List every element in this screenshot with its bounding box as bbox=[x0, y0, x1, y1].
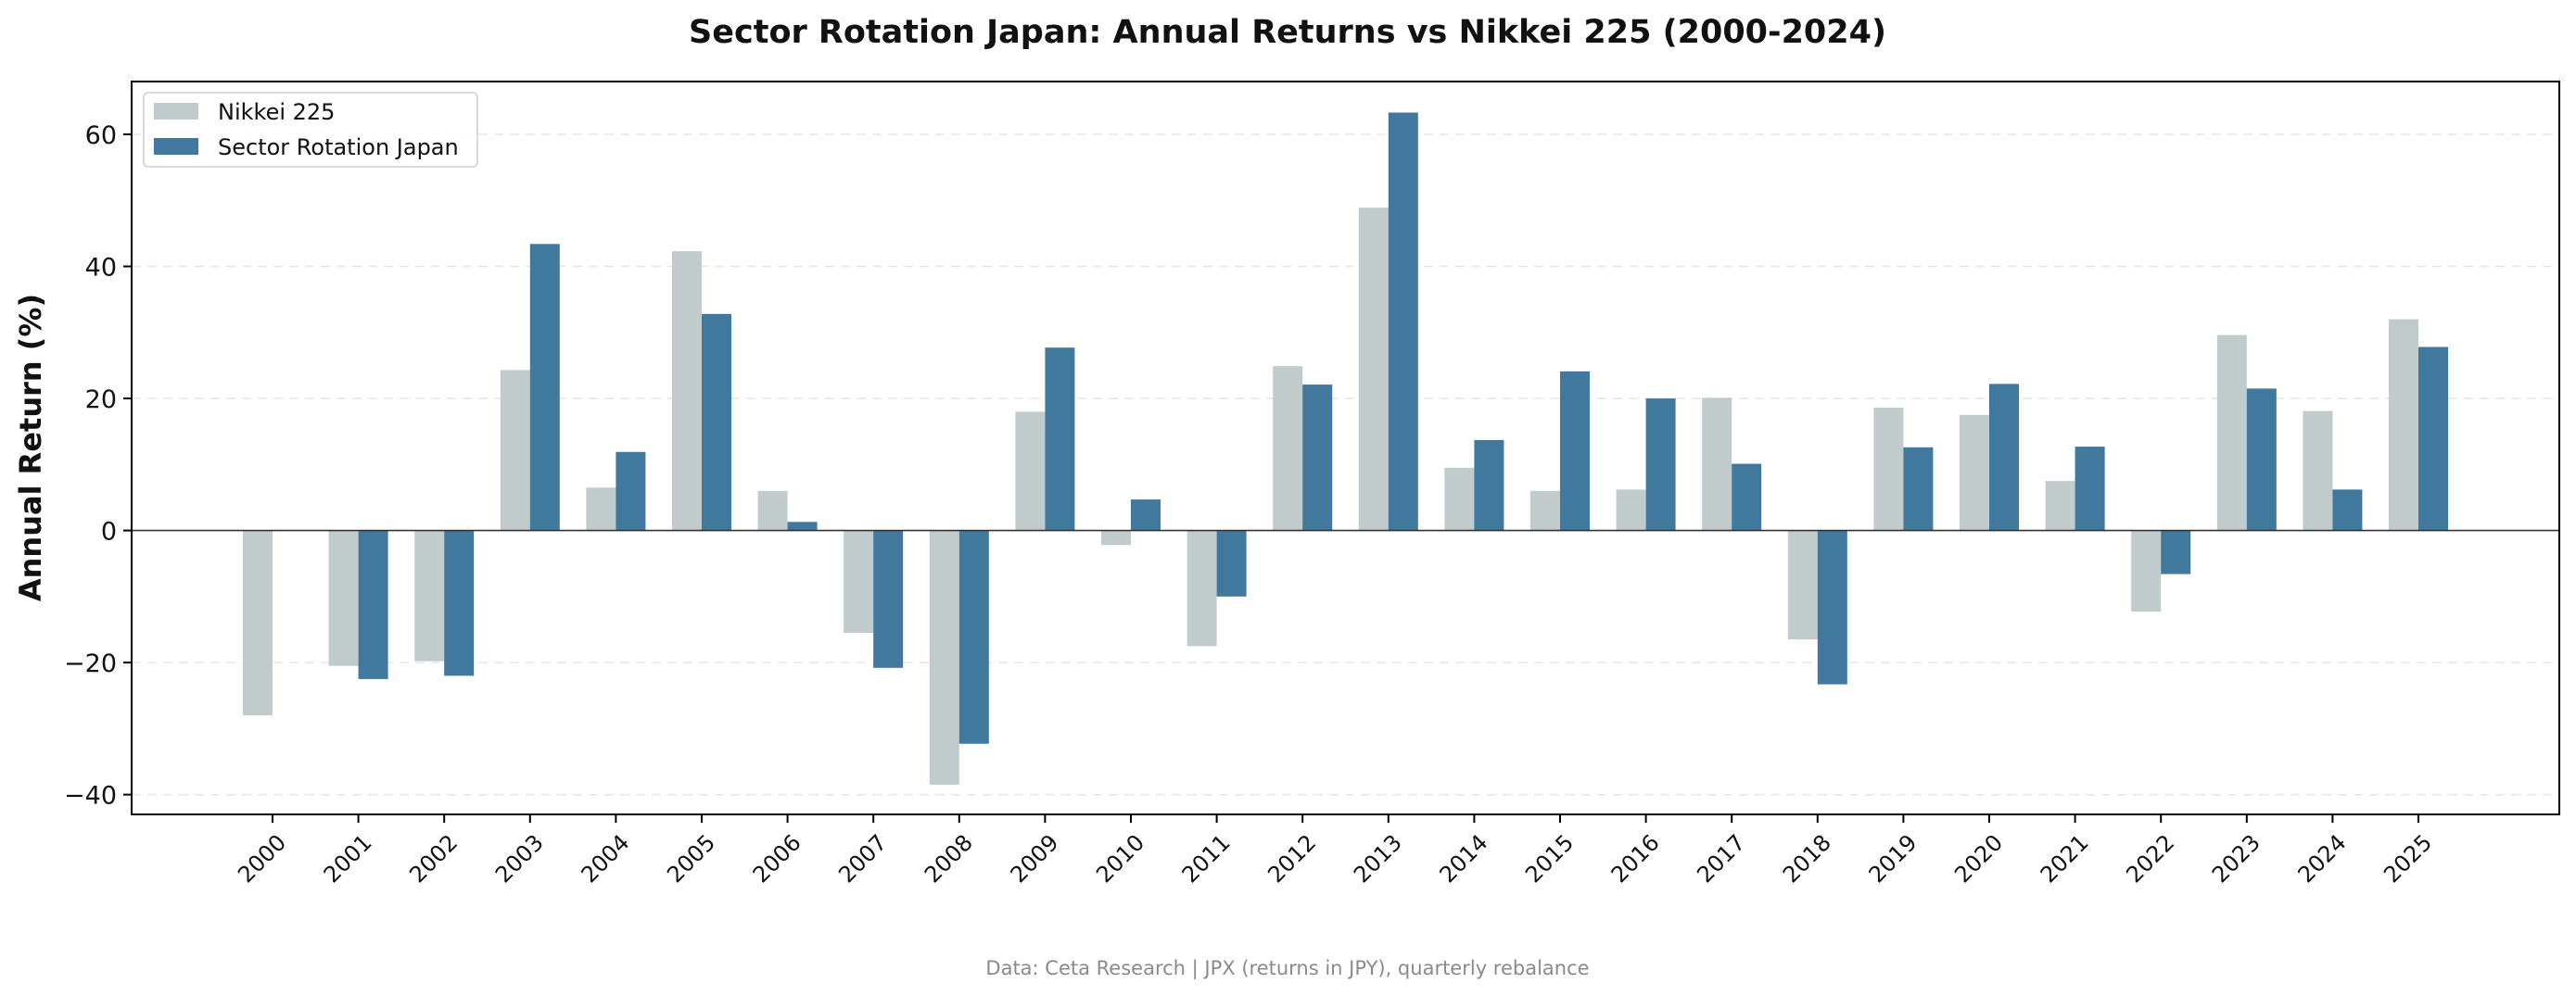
bar-nikkei-225-2008 bbox=[929, 530, 959, 785]
legend-swatch-sector-rotation-japan bbox=[154, 138, 198, 155]
bar-nikkei-225-2023 bbox=[2216, 334, 2247, 531]
y-axis-label: Annual Return (%) bbox=[13, 294, 48, 601]
chart-title: Sector Rotation Japan: Annual Returns vs… bbox=[689, 14, 1886, 51]
y-tick-label: 40 bbox=[85, 254, 117, 283]
y-tick-label: −20 bbox=[64, 649, 117, 678]
bar-sector-rotation-japan-2021 bbox=[2075, 447, 2105, 531]
bar-sector-rotation-japan-2020 bbox=[1989, 384, 2019, 531]
gridlines bbox=[132, 133, 2559, 796]
bar-sector-rotation-japan-2017 bbox=[1732, 463, 1762, 531]
bars bbox=[243, 112, 2448, 785]
y-tick-label: 60 bbox=[85, 121, 117, 150]
bar-sector-rotation-japan-2006 bbox=[787, 522, 818, 531]
bar-nikkei-225-2022 bbox=[2131, 530, 2162, 612]
bar-nikkei-225-2011 bbox=[1186, 530, 1217, 647]
bar-sector-rotation-japan-2004 bbox=[615, 451, 646, 531]
bar-nikkei-225-2005 bbox=[672, 251, 702, 531]
y-tick-label: 20 bbox=[85, 385, 117, 414]
bar-nikkei-225-2013 bbox=[1358, 208, 1389, 531]
bar-nikkei-225-2009 bbox=[1015, 411, 1046, 531]
source-note: Data: Ceta Research | JPX (returns in JP… bbox=[985, 957, 1589, 980]
bar-sector-rotation-japan-2016 bbox=[1645, 398, 1676, 531]
bar-nikkei-225-2017 bbox=[1702, 397, 1732, 531]
bar-nikkei-225-2012 bbox=[1273, 366, 1303, 531]
bar-nikkei-225-2015 bbox=[1530, 490, 1560, 531]
bar-sector-rotation-japan-2002 bbox=[444, 530, 475, 676]
plot-frame bbox=[131, 81, 2560, 815]
y-tick-label: −40 bbox=[64, 782, 117, 811]
bar-nikkei-225-2016 bbox=[1616, 489, 1646, 531]
bar-nikkei-225-2010 bbox=[1101, 530, 1131, 546]
legend-label-nikkei-225: Nikkei 225 bbox=[218, 99, 335, 125]
bar-nikkei-225-2000 bbox=[243, 530, 273, 716]
bar-sector-rotation-japan-2007 bbox=[873, 530, 904, 668]
bar-sector-rotation-japan-2009 bbox=[1045, 347, 1075, 531]
bar-sector-rotation-japan-2005 bbox=[702, 313, 731, 531]
bar-nikkei-225-2002 bbox=[414, 530, 445, 662]
legend-box bbox=[143, 92, 478, 168]
bar-sector-rotation-japan-2018 bbox=[1817, 530, 1847, 685]
bar-sector-rotation-japan-2019 bbox=[1903, 447, 1934, 531]
bar-sector-rotation-japan-2023 bbox=[2246, 388, 2277, 531]
bar-nikkei-225-2018 bbox=[1787, 530, 1818, 640]
bar-nikkei-225-2025 bbox=[2389, 319, 2418, 531]
legend: Nikkei 225 Sector Rotation Japan bbox=[143, 92, 478, 168]
legend-label-sector-rotation-japan: Sector Rotation Japan bbox=[218, 134, 459, 160]
bar-sector-rotation-japan-2001 bbox=[358, 530, 388, 679]
bar-sector-rotation-japan-2025 bbox=[2418, 347, 2448, 531]
bar-sector-rotation-japan-2011 bbox=[1216, 530, 1247, 597]
bar-sector-rotation-japan-2024 bbox=[2332, 489, 2363, 531]
y-axis-ticks: −40 −20 0 20 40 60 bbox=[64, 121, 132, 811]
bar-sector-rotation-japan-2015 bbox=[1560, 371, 1590, 531]
bar-sector-rotation-japan-2022 bbox=[2161, 530, 2191, 574]
bar-nikkei-225-2014 bbox=[1444, 467, 1475, 531]
bar-sector-rotation-japan-2003 bbox=[529, 244, 560, 531]
bar-nikkei-225-2003 bbox=[500, 370, 530, 531]
bar-sector-rotation-japan-2008 bbox=[958, 530, 989, 744]
legend-swatch-nikkei-225 bbox=[154, 103, 198, 120]
bar-nikkei-225-2019 bbox=[1873, 408, 1904, 531]
bar-nikkei-225-2007 bbox=[844, 530, 874, 634]
bar-sector-rotation-japan-2012 bbox=[1302, 385, 1333, 531]
bar-sector-rotation-japan-2013 bbox=[1388, 112, 1418, 531]
bar-sector-rotation-japan-2014 bbox=[1474, 439, 1504, 531]
y-tick-label: 0 bbox=[101, 518, 117, 547]
bar-nikkei-225-2001 bbox=[328, 530, 359, 666]
bar-nikkei-225-2004 bbox=[586, 487, 616, 531]
bar-nikkei-225-2021 bbox=[2045, 481, 2075, 531]
bar-sector-rotation-japan-2010 bbox=[1131, 499, 1161, 531]
bar-nikkei-225-2024 bbox=[2303, 410, 2333, 531]
bar-nikkei-225-2006 bbox=[757, 490, 788, 531]
bar-nikkei-225-2020 bbox=[1960, 414, 1989, 531]
